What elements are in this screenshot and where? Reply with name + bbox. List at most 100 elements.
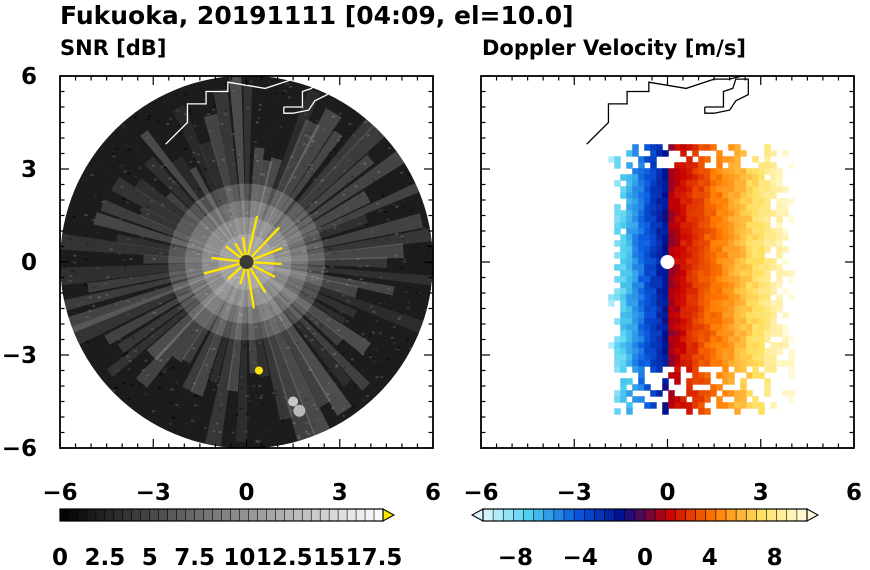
snr-speckle-cell [362, 370, 366, 373]
doppler-cell [752, 210, 759, 217]
doppler-cell [722, 300, 729, 307]
snr-speckle-cell [218, 121, 222, 124]
snr-speckle-cell [344, 207, 348, 210]
doppler-cell [758, 408, 765, 415]
doppler-cell [740, 294, 747, 301]
colorbar-bin [302, 509, 312, 521]
snr-speckle-cell [183, 356, 187, 359]
snr-speckle-cell [255, 94, 259, 97]
doppler-cell [626, 216, 633, 223]
snr-speckle-cell [273, 390, 277, 393]
doppler-cell [746, 390, 753, 397]
snr-speckle-cell [69, 291, 73, 294]
snr-speckle-cell [236, 121, 240, 124]
doppler-cell [674, 354, 681, 361]
snr-spoke [143, 156, 247, 262]
doppler-cell [650, 252, 657, 259]
snr-speckle-cell [92, 286, 96, 289]
snr-speckle-cell [80, 301, 84, 304]
snr-speckle-cell [232, 353, 236, 356]
doppler-cell [788, 360, 795, 367]
doppler-cell [752, 300, 759, 307]
doppler-cell [764, 306, 771, 313]
snr-speckle-cell [287, 302, 291, 305]
snr-speckle-cell [406, 338, 410, 341]
doppler-cell [620, 234, 627, 241]
doppler-cell [656, 324, 663, 331]
colorbar-bin [685, 509, 696, 521]
doppler-cell [638, 318, 645, 325]
doppler-cell [746, 192, 753, 199]
snr-speckle-cell [134, 350, 138, 353]
doppler-cell [656, 294, 663, 301]
snr-speckle-cell [229, 216, 233, 219]
doppler-cell [674, 282, 681, 289]
doppler-cell [734, 240, 741, 247]
doppler-cell [626, 174, 633, 181]
doppler-cell [710, 282, 717, 289]
snr-speckle-cell [174, 293, 178, 296]
snr-speckle-cell [249, 143, 253, 146]
doppler-cell [734, 144, 741, 151]
snr-speckle-cell [232, 163, 236, 166]
snr-speckle-cell [310, 278, 314, 281]
doppler-cell [716, 324, 723, 331]
snr-spoke [213, 89, 247, 263]
doppler-cell [614, 396, 621, 403]
doppler-cell [716, 204, 723, 211]
doppler-cell [758, 354, 765, 361]
doppler-cell [758, 330, 765, 337]
doppler-cell [626, 288, 633, 295]
snr-speckle-cell [163, 312, 167, 315]
doppler-cell [644, 342, 651, 349]
snr-speckle-cell [308, 269, 312, 272]
snr-speckle-cell [408, 325, 412, 328]
snr-speckle-cell [309, 202, 313, 205]
doppler-cell [704, 174, 711, 181]
doppler-cell [704, 306, 711, 313]
doppler-cell [638, 216, 645, 223]
snr-speckle-cell [223, 186, 227, 189]
snr-speckle-cell [237, 276, 241, 279]
snr-speckle-cell [281, 183, 285, 186]
snr-spoke [246, 147, 265, 262]
doppler-cell [752, 324, 759, 331]
snr-spoke [246, 262, 433, 340]
snr-speckle-cell [297, 436, 301, 439]
snr-speckle-cell [192, 151, 196, 154]
doppler-cell [704, 180, 711, 187]
snr-speckle-cell [321, 156, 325, 159]
doppler-cell [722, 306, 729, 313]
doppler-cell [740, 210, 747, 217]
doppler-cell [650, 348, 657, 355]
snr-speckle-cell [90, 173, 94, 176]
doppler-cell [668, 216, 675, 223]
snr-speckle-cell [274, 393, 278, 396]
snr-speckle-cell [192, 295, 196, 298]
snr-speckle-cell [170, 146, 174, 149]
snr-speckle-cell [150, 361, 154, 364]
snr-speckle-cell [193, 245, 197, 248]
doppler-cell [638, 234, 645, 241]
snr-speckle-cell [325, 270, 329, 273]
snr-speckle-cell [166, 123, 170, 126]
snr-speckle-cell [218, 294, 222, 297]
snr-speckle-cell [292, 422, 296, 425]
snr-speckle-cell [244, 404, 248, 407]
doppler-cell [770, 354, 777, 361]
snr-speckle-cell [315, 211, 319, 214]
doppler-cell [644, 222, 651, 229]
doppler-cell [740, 186, 747, 193]
snr-speckle-cell [332, 343, 336, 346]
snr-speckle-cell [333, 397, 337, 400]
doppler-cell [752, 360, 759, 367]
snr-speckle-cell [387, 287, 391, 290]
snr-speckle-cell [350, 414, 354, 417]
doppler-cell [656, 258, 663, 265]
snr-speckle-cell [407, 306, 411, 309]
doppler-cell [644, 402, 651, 409]
snr-speckle-cell [193, 416, 197, 419]
doppler-cell [716, 384, 723, 391]
doppler-cell [632, 366, 639, 373]
doppler-cell [698, 180, 705, 187]
